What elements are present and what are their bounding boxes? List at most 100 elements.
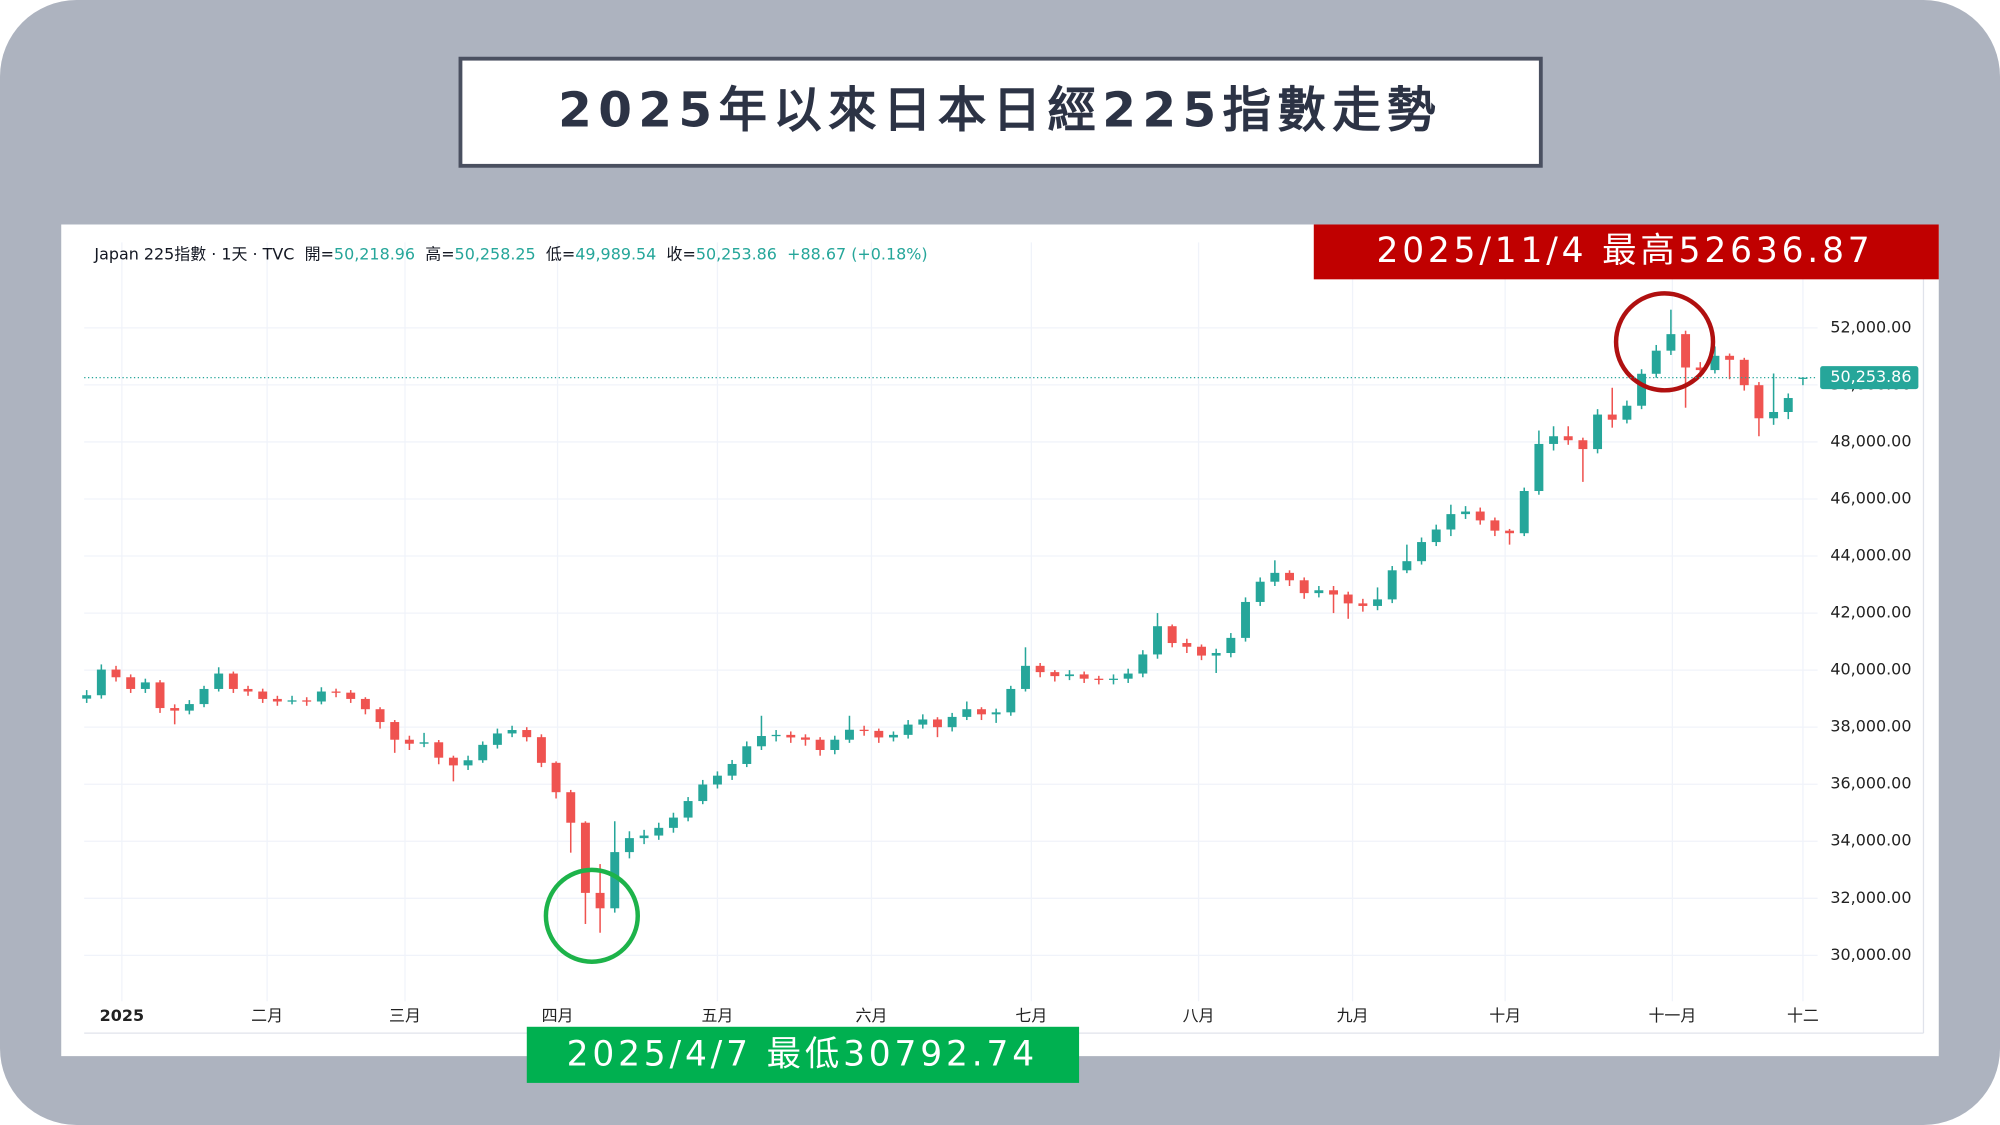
candle-body bbox=[639, 835, 649, 839]
candle-body bbox=[933, 719, 942, 728]
y-tick-label: 48,000.00 bbox=[1830, 431, 1911, 450]
y-tick-label: 40,000.00 bbox=[1830, 660, 1911, 679]
candle-body bbox=[258, 691, 268, 699]
candle-body bbox=[1314, 590, 1324, 594]
x-tick-label: 四月 bbox=[542, 1006, 574, 1025]
candle-body bbox=[82, 695, 92, 699]
candle-body bbox=[126, 677, 136, 689]
candle-body bbox=[1549, 436, 1559, 444]
price-tag bbox=[1820, 366, 1919, 390]
x-tick-label: 三月 bbox=[389, 1006, 421, 1025]
annotation: 2025/4/7 最低30792.74 bbox=[567, 1035, 1038, 1075]
candle-body bbox=[1769, 411, 1779, 419]
candle-body bbox=[111, 669, 121, 678]
candle-body bbox=[668, 817, 678, 828]
candle-body bbox=[331, 691, 341, 693]
candle-body bbox=[727, 763, 737, 776]
candle-body bbox=[214, 673, 224, 689]
candle-body bbox=[1461, 511, 1471, 515]
title-box bbox=[458, 56, 1543, 168]
candle-body bbox=[1123, 673, 1133, 679]
ohlc-key: 開= bbox=[305, 245, 334, 264]
candle-body bbox=[507, 730, 517, 734]
candle-body bbox=[1299, 580, 1309, 594]
candle-body bbox=[155, 682, 165, 709]
candle-body bbox=[1475, 511, 1485, 521]
candle-body bbox=[1651, 350, 1661, 374]
candle-body bbox=[1578, 440, 1588, 450]
candle-body bbox=[786, 734, 796, 738]
candle-body bbox=[375, 709, 385, 723]
candle-body bbox=[771, 734, 781, 737]
candle-body bbox=[874, 730, 884, 738]
candle-body bbox=[1182, 643, 1192, 647]
candle-body bbox=[1343, 594, 1353, 604]
candle-body bbox=[287, 700, 297, 702]
annotation-box bbox=[1313, 224, 1939, 280]
candle-body bbox=[492, 733, 502, 745]
candle-body bbox=[390, 722, 400, 740]
candle-body bbox=[1373, 599, 1383, 606]
candle-body bbox=[1255, 581, 1265, 602]
candle-body bbox=[712, 775, 722, 785]
y-tick-label: 36,000.00 bbox=[1830, 774, 1911, 793]
candle-body bbox=[1387, 570, 1397, 600]
candle-body bbox=[1666, 334, 1676, 351]
candle-body bbox=[610, 852, 620, 909]
candle-body bbox=[1079, 674, 1089, 679]
annotation: 2025/11/4 最高52636.87 bbox=[1376, 231, 1873, 271]
candle-body bbox=[243, 688, 253, 692]
candle-body bbox=[624, 838, 634, 853]
x-tick-label: 十月 bbox=[1489, 1006, 1521, 1025]
candle-body bbox=[1109, 678, 1118, 680]
candle-body bbox=[1050, 672, 1060, 677]
candle-body bbox=[1607, 414, 1617, 420]
candle-body bbox=[1681, 334, 1691, 368]
candle-body bbox=[566, 792, 576, 823]
candle-body bbox=[1417, 542, 1427, 562]
candle-body bbox=[698, 784, 708, 802]
candle-body bbox=[947, 716, 957, 728]
candle-body bbox=[316, 691, 326, 702]
y-tick-label: 34,000.00 bbox=[1830, 831, 1911, 850]
y-tick-label: 32,000.00 bbox=[1830, 888, 1911, 907]
candle-body bbox=[551, 762, 561, 793]
candle-body bbox=[1241, 601, 1250, 638]
candle-body bbox=[419, 742, 429, 744]
candle-body bbox=[1402, 561, 1412, 571]
candle-body bbox=[859, 729, 869, 732]
y-tick-label: 38,000.00 bbox=[1830, 717, 1911, 736]
candle-body bbox=[1006, 688, 1016, 713]
x-tick-label: 六月 bbox=[856, 1006, 888, 1025]
candle-body bbox=[991, 712, 1001, 715]
y-tick-label: 30,000.00 bbox=[1830, 945, 1911, 964]
candle-body bbox=[580, 822, 590, 893]
candle-body bbox=[199, 688, 209, 705]
candle-body bbox=[478, 744, 488, 761]
ohlc-value: 50,218.96 bbox=[334, 245, 415, 264]
annotation-box bbox=[526, 1026, 1080, 1083]
ohlc-key: 低= bbox=[546, 245, 575, 264]
candle-body bbox=[742, 746, 752, 764]
x-tick-label: 九月 bbox=[1337, 1006, 1369, 1025]
ohlc-key: 高= bbox=[425, 245, 454, 264]
candle-body bbox=[463, 760, 473, 766]
y-tick-label: 52,000.00 bbox=[1830, 317, 1911, 336]
candle-body bbox=[977, 709, 986, 715]
candle-body bbox=[228, 673, 238, 689]
candle-body bbox=[1226, 637, 1236, 654]
candle-body bbox=[1519, 491, 1529, 534]
x-tick-label: 十二 bbox=[1787, 1006, 1819, 1025]
candle-body bbox=[1270, 572, 1280, 582]
candle-body bbox=[830, 739, 840, 750]
candle-body bbox=[1710, 355, 1720, 371]
candle-body bbox=[1622, 405, 1632, 420]
candle-body bbox=[1593, 414, 1603, 450]
candle-body bbox=[918, 719, 928, 725]
candle-body bbox=[1329, 590, 1338, 595]
candle-body bbox=[1211, 653, 1221, 656]
candle-body bbox=[1065, 674, 1074, 677]
candle-body bbox=[962, 709, 972, 717]
y-tick-label: 44,000.00 bbox=[1830, 546, 1911, 565]
